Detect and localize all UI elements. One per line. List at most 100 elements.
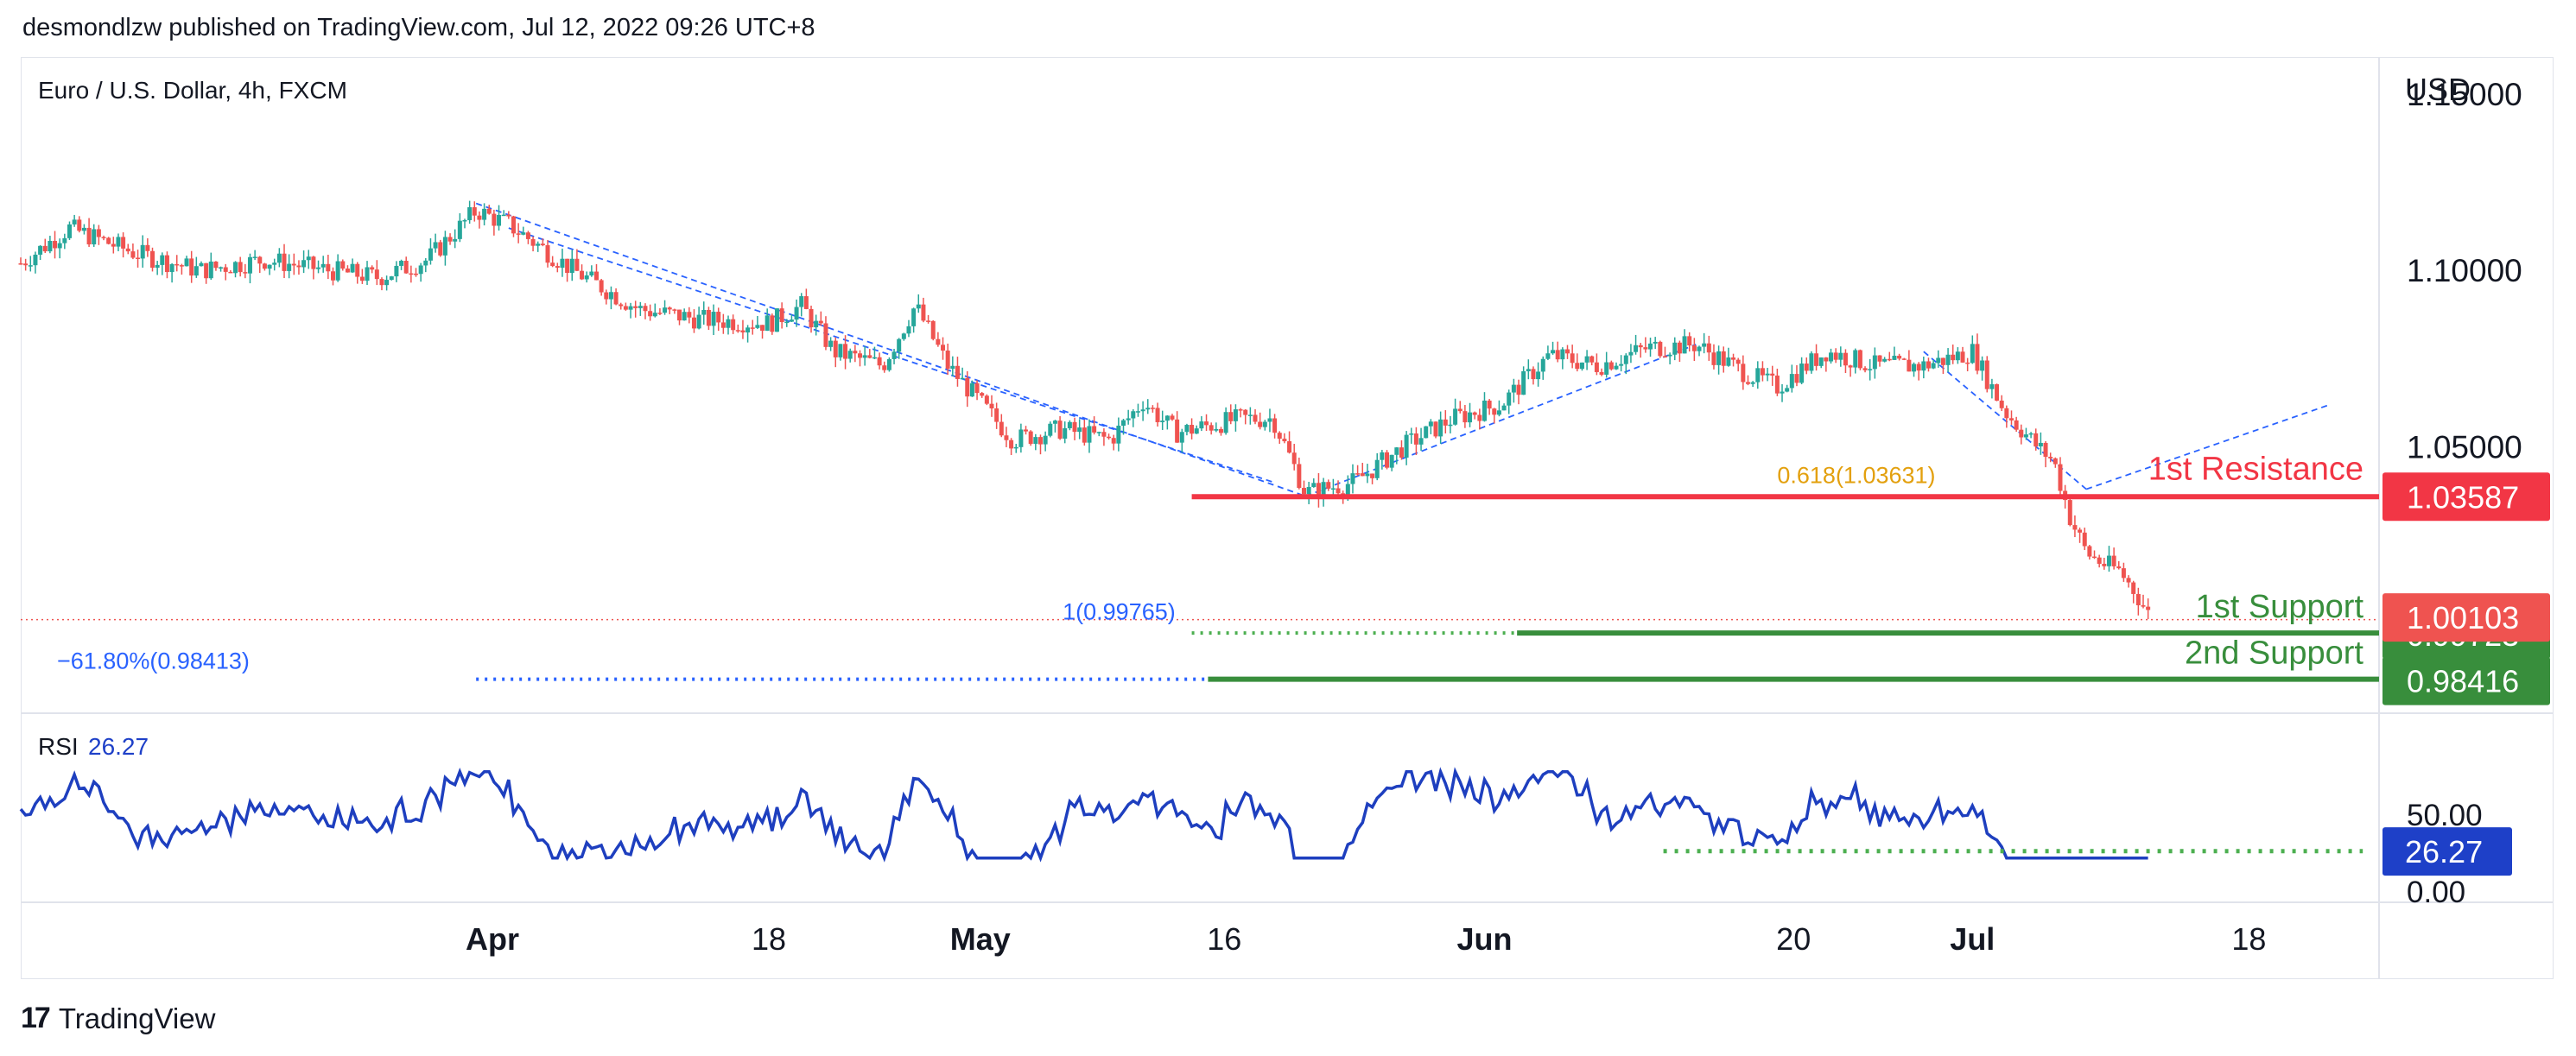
candle: [287, 254, 292, 279]
candle: [965, 370, 970, 408]
candle: [1067, 420, 1072, 431]
candle: [877, 352, 882, 370]
candle: [1667, 352, 1672, 364]
candle: [213, 261, 219, 271]
candle: [101, 235, 106, 241]
candle: [1018, 423, 1024, 453]
candle: [838, 344, 843, 361]
candle: [1599, 368, 1604, 376]
candle: [1702, 332, 1707, 354]
candle: [2141, 594, 2146, 609]
candle: [18, 257, 23, 265]
candle: [1004, 427, 1009, 447]
candle: [48, 236, 53, 254]
resistance-badge-text: 1.03587: [2407, 479, 2519, 515]
candle: [379, 277, 384, 291]
candle: [652, 303, 657, 318]
candle: [1677, 340, 1682, 363]
candle: [803, 288, 809, 310]
candle: [1238, 408, 1243, 418]
candle: [1555, 341, 1560, 363]
candle: [1160, 410, 1165, 430]
candle: [1833, 348, 1838, 364]
candle: [1443, 410, 1448, 434]
current-price-badge-text: 1.00103: [2407, 600, 2519, 635]
candle: [1433, 421, 1438, 439]
candle: [633, 300, 638, 318]
level-name-label: 2nd Support: [2185, 635, 2363, 672]
candle: [941, 337, 946, 360]
candle: [262, 262, 267, 271]
trend-line: [1305, 344, 1697, 497]
candle: [818, 311, 823, 326]
candle: [1272, 414, 1278, 439]
candle: [755, 316, 760, 329]
candle: [1838, 346, 1843, 367]
candle: [62, 233, 67, 250]
candle: [136, 250, 141, 268]
candle: [1199, 416, 1204, 432]
candle: [1658, 340, 1663, 358]
candle: [208, 252, 213, 281]
candle: [1428, 419, 1433, 434]
candle: [345, 265, 350, 273]
candle: [1799, 357, 1805, 385]
candle: [1887, 351, 1892, 362]
candle: [1970, 335, 1975, 364]
candle: [1468, 402, 1473, 427]
candle: [1912, 362, 1917, 377]
candle: [1570, 345, 1575, 369]
candle: [1745, 375, 1750, 386]
candle: [1614, 362, 1619, 370]
candle: [1921, 356, 1926, 379]
candle: [1521, 366, 1526, 395]
trend-line: [2085, 403, 2331, 490]
candle: [462, 218, 467, 229]
candle: [1687, 332, 1692, 352]
candle: [1033, 433, 1038, 451]
candle: [1526, 359, 1531, 380]
candle: [1370, 473, 1375, 484]
candle: [1716, 345, 1722, 375]
price-tick-label: 1.10000: [2407, 253, 2522, 288]
candle: [1608, 360, 1614, 371]
candle: [184, 256, 189, 267]
candle: [1140, 401, 1145, 421]
candle: [540, 238, 545, 247]
candle: [1164, 414, 1170, 430]
candle: [1037, 434, 1043, 455]
time-tick-label: 18: [752, 921, 786, 957]
candle: [1765, 368, 1770, 382]
candle: [882, 361, 887, 373]
candle: [1107, 433, 1112, 440]
candle: [1355, 465, 1361, 476]
candle: [1077, 419, 1082, 439]
candle: [2028, 432, 2034, 439]
candle: [623, 302, 628, 311]
candle: [1087, 419, 1092, 453]
candle: [433, 233, 438, 253]
candle: [1457, 401, 1462, 414]
candle: [1594, 353, 1599, 376]
candle: [1897, 353, 1902, 361]
candle: [550, 256, 555, 268]
candle: [2053, 457, 2058, 468]
candle: [916, 294, 921, 313]
candle: [1424, 426, 1429, 439]
price-axis: 1.15000 1.10000 1.05000: [2407, 77, 2522, 465]
candle: [760, 325, 765, 339]
candle: [1418, 427, 1424, 451]
candle: [501, 210, 506, 217]
candle: [1818, 357, 1824, 369]
candle: [335, 254, 340, 282]
candle: [530, 236, 536, 252]
candle: [2043, 440, 2048, 468]
candle: [1057, 415, 1063, 440]
candle: [33, 251, 38, 274]
candle: [1297, 457, 1302, 490]
candle: [1028, 430, 1033, 446]
support2-badge-text: 0.98416: [2407, 664, 2519, 699]
candle: [492, 209, 497, 236]
current-price-badge: [2382, 593, 2550, 642]
